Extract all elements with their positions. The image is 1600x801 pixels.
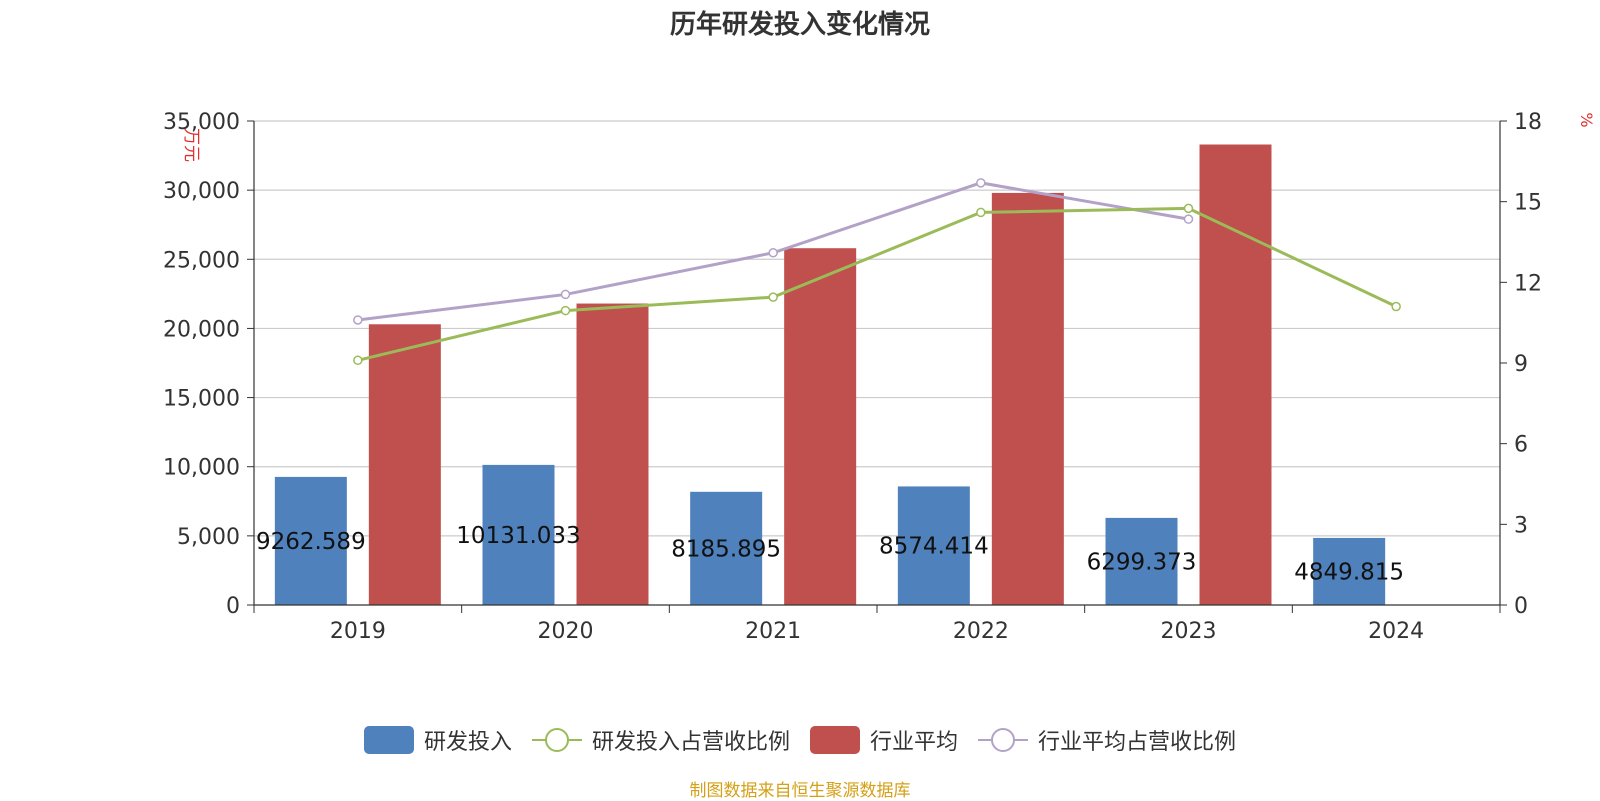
y-tick-label-left: 10,000 (163, 456, 240, 481)
y-tick-label-left: 0 (226, 594, 240, 619)
y-tick-label-left: 20,000 (163, 317, 240, 342)
line-point (560, 305, 571, 316)
data-source: 制图数据来自恒生聚源数据库 (689, 781, 911, 801)
y-tick-label-left: 25,000 (163, 248, 240, 273)
legend-swatch (531, 726, 582, 754)
data-label: 10131.033 (456, 523, 580, 549)
legend-swatch (363, 726, 414, 754)
legend-item-rd[interactable]: 研发投入 (363, 724, 512, 756)
line-point (1183, 214, 1194, 224)
y-tick-label-left: 15,000 (163, 387, 240, 412)
axes (247, 120, 1507, 613)
data-label: 9262.589 (256, 529, 366, 555)
bar (1313, 537, 1386, 605)
line-point (976, 178, 986, 188)
bar (368, 324, 441, 605)
y-tick-label-right: 9 (1514, 352, 1528, 377)
legend-swatch (810, 726, 860, 754)
bar (991, 192, 1064, 605)
y-tick-label-right: 15 (1514, 191, 1542, 216)
x-tick-label: 2024 (1368, 619, 1424, 644)
line-point (976, 207, 986, 218)
line-point (1183, 203, 1194, 214)
line-point (768, 292, 778, 302)
y-axis-left-label: 万元 (181, 128, 201, 162)
y-axis-right-label: % (1577, 112, 1596, 127)
bars (274, 144, 1386, 606)
bar (1105, 517, 1178, 605)
data-label: 4849.815 (1294, 559, 1404, 585)
bar (897, 486, 970, 605)
line-point (560, 289, 571, 300)
x-tick-label: 2019 (330, 619, 386, 644)
legend-label: 研发投入占营收比例 (591, 730, 790, 755)
legend: 研发投入 研发投入占营收比例 行业平均 行业平均占营收比例 (0, 720, 1600, 760)
y-tick-label-right: 3 (1514, 513, 1528, 538)
data-label: 8185.895 (671, 536, 781, 562)
series-lines (353, 178, 1401, 366)
y-tick-label-left: 5,000 (177, 525, 240, 550)
legend-item-rd-ratio[interactable]: 研发投入占营收比例 (531, 724, 790, 756)
bar (482, 464, 555, 605)
y-tick-label-right: 12 (1514, 271, 1542, 296)
line-point (353, 355, 363, 366)
bar (690, 491, 763, 605)
data-labels: 9262.589 10131.033 8185.895 8574.414 6299.37… (256, 523, 1404, 586)
tick-labels: 0 5,000 10,000 15,000 20,000 25,000 30,000 35,0… (163, 110, 1542, 644)
line-point (1391, 301, 1401, 312)
line-point (353, 315, 363, 325)
x-tick-label: 2020 (538, 619, 594, 644)
bar (784, 248, 857, 606)
legend-swatch (978, 726, 1029, 754)
y-tick-label-right: 6 (1514, 433, 1528, 458)
data-label: 8574.414 (879, 534, 989, 560)
legend-label: 研发投入 (423, 730, 512, 755)
series-line (357, 206, 1397, 362)
x-tick-label: 2023 (1161, 619, 1217, 644)
line-point (768, 248, 778, 258)
bar (274, 476, 347, 605)
x-tick-label: 2022 (953, 619, 1009, 644)
y-tick-label-left: 30,000 (163, 179, 240, 204)
y-tick-label-left: 35,000 (163, 110, 240, 135)
gridlines (254, 120, 1500, 537)
bar (1199, 144, 1272, 605)
y-tick-label-right: 18 (1514, 110, 1542, 135)
x-tick-label: 2021 (745, 619, 801, 644)
y-tick-label-right: 0 (1514, 594, 1528, 619)
legend-label: 行业平均 (870, 730, 959, 755)
data-label: 6299.373 (1087, 549, 1197, 575)
legend-item-industry[interactable]: 行业平均 (810, 724, 958, 756)
chart-title: 历年研发投入变化情况 (669, 10, 930, 40)
bar (576, 303, 649, 605)
legend-label: 行业平均占营收比例 (1038, 730, 1237, 755)
legend-item-industry-ratio[interactable]: 行业平均占营收比例 (978, 724, 1236, 756)
